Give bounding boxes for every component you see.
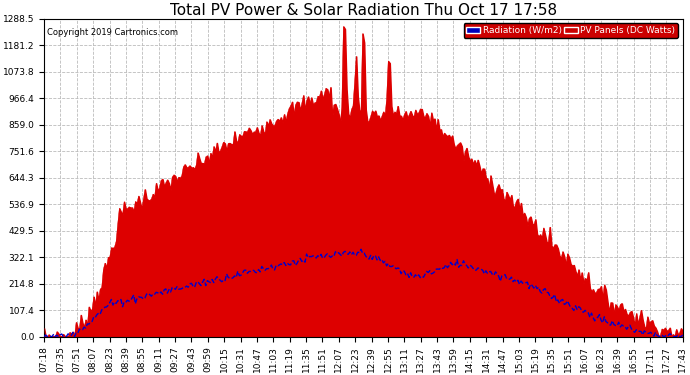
Text: Copyright 2019 Cartronics.com: Copyright 2019 Cartronics.com [48, 28, 178, 38]
Title: Total PV Power & Solar Radiation Thu Oct 17 17:58: Total PV Power & Solar Radiation Thu Oct… [170, 3, 557, 18]
Legend: Radiation (W/m2), PV Panels (DC Watts): Radiation (W/m2), PV Panels (DC Watts) [464, 24, 678, 38]
